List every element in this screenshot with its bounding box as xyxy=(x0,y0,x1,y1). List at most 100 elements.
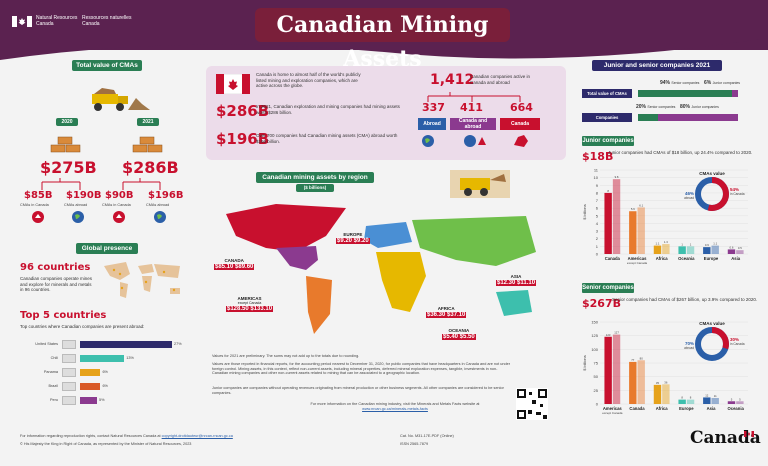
canada-map-icon xyxy=(514,134,528,152)
bar-value-label: 6.1 xyxy=(639,203,643,207)
bar-value-label: 36 xyxy=(664,380,668,384)
bar-2020 xyxy=(703,247,711,254)
y-tick-label: 150 xyxy=(591,320,598,325)
category-label: Americas xyxy=(603,406,623,411)
canada-count: 664 xyxy=(510,101,533,114)
y-tick-label: 2 xyxy=(596,236,599,241)
donut-canada-arc xyxy=(695,177,729,211)
bar-value-label: 1 xyxy=(681,242,683,246)
region-label-oceania: OCEANIA $5.40 $5.50 xyxy=(442,328,476,340)
co-label: Companies xyxy=(582,113,632,122)
category-label: Americas xyxy=(628,256,648,261)
bar-2021 xyxy=(686,399,695,404)
top5-pct: 6% xyxy=(102,370,108,374)
canada-2020-value: $85B xyxy=(24,190,53,201)
year-2021-label: 2021 xyxy=(137,118,159,126)
world-map xyxy=(226,204,536,334)
ministry-fr: Ressources naturelles Canada xyxy=(82,15,132,27)
country-flag-icon xyxy=(62,340,76,349)
bar-value-label: 123 xyxy=(606,333,611,337)
co-junior-pct: 80% Junior companies xyxy=(680,104,719,110)
donut-canada-pct: 54% xyxy=(730,187,739,192)
bar-value-label: 5.6 xyxy=(631,207,635,211)
countries-description: Canadian companies operate mines and exp… xyxy=(20,276,93,292)
bar-value-label: 12 xyxy=(705,393,709,397)
senior-text: Senior companies had CMAs of $267 billio… xyxy=(612,297,758,302)
category-label: Canada xyxy=(605,256,621,261)
facts-link[interactable]: www.nrcan.gc.ca/minerals-metals-facts xyxy=(362,407,428,411)
world-presence-map xyxy=(100,258,186,302)
y-tick-label: 10 xyxy=(594,175,599,180)
bar-value-label: 9.8 xyxy=(615,175,619,179)
co-bar xyxy=(638,114,738,121)
top5-heading: Top 5 countries xyxy=(20,310,107,321)
bar-2021 xyxy=(612,179,621,254)
y-tick-label: 75 xyxy=(594,361,599,366)
bar-value-label: 8 xyxy=(681,396,683,400)
donut-abroad-pct: 70% xyxy=(685,341,694,346)
bar-value-label: 1.1 xyxy=(713,242,717,246)
region-label-africa: AFRICA $36.30 $37.10 xyxy=(426,306,467,318)
bar-2021 xyxy=(711,245,719,254)
y-tick-label: 100 xyxy=(591,347,598,352)
bar-value-label: 5 xyxy=(739,397,741,401)
bar-2021 xyxy=(686,246,695,254)
bar-2021 xyxy=(736,401,744,404)
y-tick-label: 11 xyxy=(594,168,599,173)
bar-2021 xyxy=(637,360,645,404)
abroad-2020-label: CMAs abroad xyxy=(64,203,88,207)
abroad-2020-value: $190B xyxy=(66,190,102,201)
country-flag-icon xyxy=(62,354,76,363)
donut-title: CMAs value xyxy=(699,171,725,176)
gold-bars-2021-icon xyxy=(131,132,165,159)
gold-bars-2020-icon xyxy=(49,132,83,159)
category-sublabel: except Canada xyxy=(602,411,623,415)
issn-number: ISSN 2565-7879 xyxy=(400,442,429,446)
bar-value-label: 11 xyxy=(714,394,717,398)
junior-senior-heading: Junior and senior companies 2021 xyxy=(592,60,722,71)
bar-2020 xyxy=(727,401,736,404)
bar-2020 xyxy=(629,361,637,404)
co-senior-pct: 20% Senior companies xyxy=(636,104,676,110)
bar-value-label: 0.5 xyxy=(738,246,742,250)
region-label-americas: AMERICAS except Canada $128.50 $133.10 xyxy=(226,296,274,312)
bar-value-label: 8 xyxy=(607,189,609,193)
companies-total-value: 1,412 xyxy=(430,72,475,88)
donut-abroad-pct: 46% xyxy=(685,191,694,196)
repro-email-link[interactable]: copyright-droitdauteur@nrcan-rncan.gc.ca xyxy=(161,434,233,438)
donut-canada-pct: 30% xyxy=(730,337,739,342)
category-label: Asia xyxy=(731,256,741,261)
region-label-europe: EUROPE $9.20 $9.20 xyxy=(336,232,370,244)
top5-pct: 6% xyxy=(102,384,108,388)
canada-map-icon-2021 xyxy=(113,210,125,228)
y-axis-label: $ billions xyxy=(582,355,587,371)
top5-country-name: Brazil xyxy=(48,384,59,388)
abroad-2021-label: CMAs abroad xyxy=(146,203,170,207)
bar-2021 xyxy=(612,334,621,404)
bar-value-label: 1.1 xyxy=(656,242,660,246)
y-tick-label: 125 xyxy=(591,333,598,338)
abroad-label: Abroad xyxy=(418,118,446,130)
category-label: Africa xyxy=(656,256,669,261)
canada-flag-badge-icon xyxy=(215,73,251,99)
region-label-asia: ASIA $12.30 $11.10 xyxy=(496,274,537,286)
y-tick-label: 9 xyxy=(596,183,599,188)
canada-label: Canada xyxy=(500,118,540,130)
repro-text: For information regarding reproduction r… xyxy=(20,434,233,438)
bar-value-label: 1.3 xyxy=(664,240,668,244)
canada-2021-value: $90B xyxy=(105,190,134,201)
both-count: 411 xyxy=(460,101,483,114)
key-stats-card xyxy=(206,66,566,160)
canada-wordmark: Canada xyxy=(690,428,761,448)
qr-code[interactable] xyxy=(516,388,548,420)
canada-2020-label: CMAs in Canada xyxy=(20,203,49,207)
intro-text: Canada is home to almost half of the wor… xyxy=(256,72,361,88)
top5-pct: 27% xyxy=(174,342,182,346)
globe-icon-2020 xyxy=(72,210,84,228)
bar-2021 xyxy=(662,244,670,254)
category-sublabel: except Canada xyxy=(627,261,648,265)
top5-country-name: Panama xyxy=(43,370,58,374)
bar-2020 xyxy=(727,249,736,254)
country-flag-icon xyxy=(62,368,76,377)
